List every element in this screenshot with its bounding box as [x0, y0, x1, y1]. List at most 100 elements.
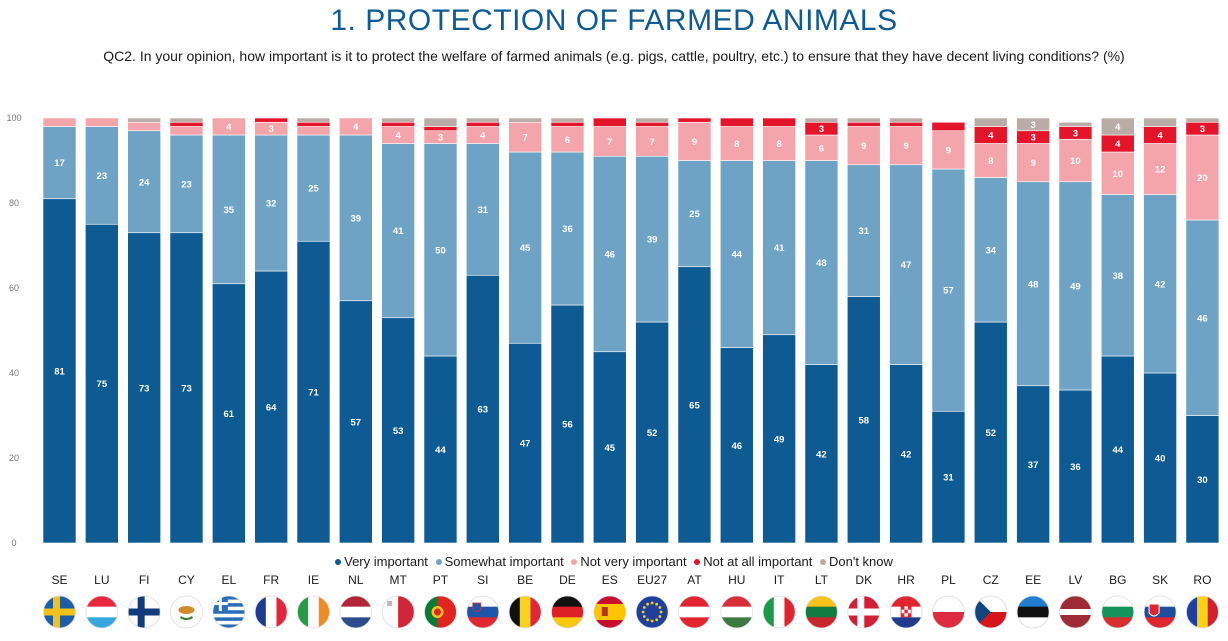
- flag-outline: [762, 595, 796, 629]
- bar-segment: [973, 117, 1008, 127]
- data-label: 9: [903, 141, 908, 152]
- bar-segment: [677, 117, 712, 123]
- bar-segment: [465, 143, 500, 276]
- legend-label: Very important: [344, 554, 428, 569]
- sweden-flag: [43, 596, 76, 628]
- data-label: 3: [1073, 128, 1078, 139]
- bar-segment: [719, 126, 754, 161]
- data-label: 4: [988, 131, 994, 142]
- finland-flag: [128, 596, 161, 628]
- data-label: 57: [351, 417, 362, 428]
- malta-flag: [382, 596, 415, 628]
- data-label: 4: [395, 131, 401, 142]
- data-label: 45: [520, 243, 531, 254]
- eu-flag: [636, 596, 669, 628]
- bar-segment: [762, 126, 796, 161]
- flag-outline: [889, 595, 923, 629]
- category-label: FI: [139, 573, 150, 587]
- data-label: 42: [816, 449, 827, 460]
- legend-label: Not at all important: [703, 554, 813, 569]
- data-label: 31: [858, 226, 869, 237]
- bar-segment: [127, 130, 161, 234]
- france-flag: [255, 596, 288, 628]
- category-label: IE: [308, 573, 319, 587]
- legend-label: Don't know: [828, 554, 893, 569]
- flag-outline: [254, 595, 288, 629]
- flag-outline: [1186, 595, 1219, 629]
- bar-segment: [465, 117, 500, 123]
- bar-segment: [592, 117, 627, 127]
- bar-segment: [804, 160, 839, 365]
- data-label: 31: [478, 205, 489, 216]
- bar-segment: [296, 134, 331, 242]
- flag-outline: [805, 595, 838, 629]
- legend-swatch: [435, 559, 442, 565]
- bar-segment: [508, 342, 542, 544]
- category-label: FR: [263, 573, 279, 587]
- bar-segment: [508, 117, 542, 123]
- data-label: 9: [692, 137, 697, 148]
- y-tick-label: 80: [9, 198, 19, 208]
- category-label: EL: [221, 573, 236, 587]
- flag-outline: [678, 595, 711, 629]
- data-label: 44: [731, 250, 742, 261]
- greece-flag: [212, 596, 245, 628]
- legend-swatch: [335, 559, 342, 565]
- bar-segment: [254, 117, 288, 123]
- bar-segment: [846, 164, 881, 297]
- data-label: 17: [54, 158, 65, 169]
- bar-segment: [1100, 117, 1135, 136]
- flag-outline: [932, 595, 965, 629]
- y-tick-label: 20: [9, 453, 19, 463]
- data-label: 53: [393, 426, 404, 437]
- bar-segment: [127, 117, 161, 123]
- bar-segment: [762, 334, 796, 544]
- bar-segment: [889, 117, 923, 123]
- bar-segment: [1143, 143, 1177, 195]
- legend-item-not-at-all-important: Not at all important: [694, 554, 812, 569]
- flag-outline: [424, 595, 457, 629]
- flag-outline: [466, 595, 500, 629]
- flag-outline: [339, 595, 373, 629]
- hungary-flag: [720, 596, 753, 628]
- slovakia-flag: [1144, 596, 1177, 628]
- question-text: QC2. In your opinion, how important is i…: [103, 48, 1125, 64]
- bulgaria-flag: [1101, 596, 1134, 628]
- bar-segment: [1058, 389, 1093, 544]
- data-label: 45: [605, 443, 616, 454]
- data-label: 38: [1112, 271, 1123, 282]
- romania-flag: [1186, 596, 1219, 628]
- bar-segment: [508, 121, 542, 153]
- data-label: 47: [901, 260, 912, 271]
- data-label: 48: [1028, 279, 1039, 290]
- bar-segment: [719, 160, 754, 348]
- bar-segment: [762, 160, 796, 336]
- category-label: EE: [1025, 573, 1041, 587]
- latvia-flag: [1059, 596, 1092, 628]
- category-label: DE: [559, 573, 576, 587]
- bar-segment: [635, 321, 669, 544]
- flag-outline: [43, 595, 76, 629]
- legend-swatch: [819, 559, 826, 565]
- y-tick-label: 40: [9, 368, 19, 378]
- category-label: BG: [1109, 573, 1126, 587]
- data-label: 56: [562, 420, 573, 431]
- category-label: RO: [1193, 573, 1211, 587]
- bar-segment: [804, 117, 839, 123]
- category-label: PL: [941, 573, 956, 587]
- data-label: 36: [1070, 462, 1081, 473]
- austria-flag: [678, 596, 711, 628]
- bar-segment: [550, 117, 585, 123]
- category-label: MT: [389, 573, 407, 587]
- data-label: 71: [308, 388, 319, 399]
- bar-segment: [1058, 181, 1093, 391]
- data-label: 49: [1070, 281, 1081, 292]
- data-label: 8: [734, 139, 739, 150]
- data-label: 42: [901, 449, 912, 460]
- chart-legend: Very important Somewhat important Not ve…: [0, 554, 1228, 569]
- category-label: SE: [51, 573, 67, 587]
- flag-outline: [1143, 595, 1177, 629]
- flag-outline: [127, 595, 161, 629]
- data-label: 50: [435, 245, 446, 256]
